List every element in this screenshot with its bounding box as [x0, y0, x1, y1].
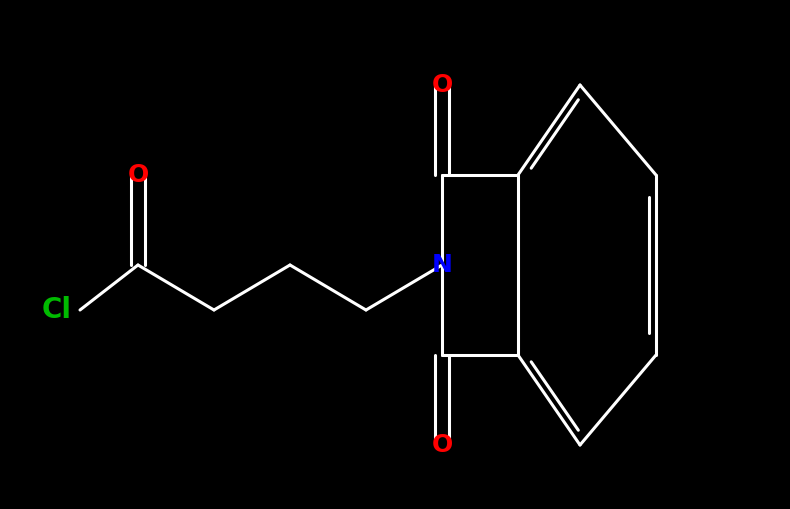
Text: O: O — [431, 433, 453, 457]
Text: N: N — [431, 253, 453, 277]
Text: O: O — [127, 163, 149, 187]
Text: Cl: Cl — [42, 296, 72, 324]
Text: O: O — [431, 73, 453, 97]
